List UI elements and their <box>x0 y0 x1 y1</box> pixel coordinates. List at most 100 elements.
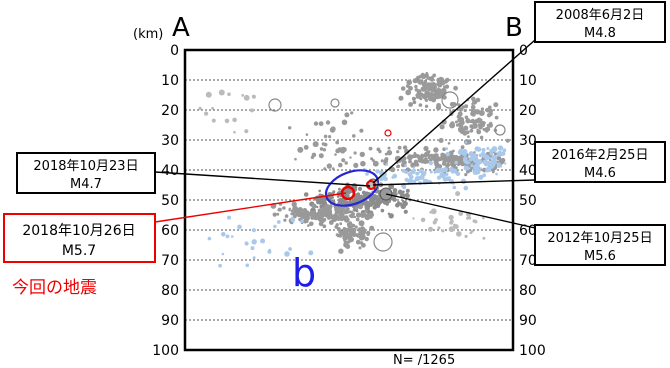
hypocenter-point <box>244 129 249 134</box>
hypocenter-point <box>494 124 506 136</box>
hypocenter-point <box>384 158 388 163</box>
hypocenter-point <box>484 126 491 132</box>
hypocenter-point <box>482 216 485 220</box>
leader-line-2018-10-23 <box>154 171 371 187</box>
depth-tick-label: 0 <box>170 43 179 59</box>
callout-2016: 2016年2月25日 M4.6 <box>534 141 666 183</box>
hypocenter-point <box>341 119 348 126</box>
hypocenter-point <box>419 74 423 79</box>
hypocenter-point <box>322 148 327 152</box>
callout-date: 2008年6月2日 <box>556 8 645 23</box>
hypocenter-point <box>454 166 458 170</box>
hypocenter-point <box>385 202 390 206</box>
hypocenter-point <box>396 150 400 154</box>
depth-tick-label: 80 <box>161 283 179 299</box>
hypocenter-point <box>218 263 222 268</box>
hypocenter-point <box>338 215 345 222</box>
hypocenter-point <box>462 156 468 162</box>
hypocenter-point <box>308 250 314 256</box>
event-count-label: N= /1265 <box>393 353 455 368</box>
hypocenter-point <box>396 164 401 169</box>
hypocenter-point <box>476 147 482 152</box>
hypocenter-point <box>313 198 316 201</box>
hypocenter-point <box>468 156 474 162</box>
hypocenter-point <box>465 160 470 165</box>
hypocenter-point <box>309 221 314 227</box>
hypocenter-point <box>469 120 473 123</box>
hypocenter-point <box>273 224 277 229</box>
hypocenter-point <box>459 120 465 126</box>
hypocenter-point <box>397 189 403 195</box>
hypocenter-point <box>414 84 418 89</box>
callout-magnitude: M4.7 <box>70 177 102 192</box>
hypocenter-point <box>329 127 336 133</box>
hypocenter-point <box>478 125 483 130</box>
hypocenter-point <box>272 212 277 217</box>
hypocenter-point <box>450 169 455 174</box>
hypocenter-point <box>227 92 231 96</box>
hypocenter-point <box>426 154 430 157</box>
hypocenter-point <box>361 242 366 248</box>
hypocenter-point <box>442 159 447 164</box>
hypocenter-point <box>441 229 445 233</box>
hypocenter-point <box>502 148 507 152</box>
hypocenter-point <box>319 218 325 224</box>
hypocenter-point <box>404 177 409 182</box>
hypocenter-point <box>364 209 368 213</box>
hypocenter-point <box>276 220 281 224</box>
hypocenter-point <box>395 202 400 208</box>
hypocenter-point <box>468 216 472 220</box>
depth-tick-label: 60 <box>161 223 179 239</box>
hypocenter-point <box>313 121 319 126</box>
callout-date: 2016年2月25日 <box>552 148 649 163</box>
callout-2018-10-23: 2018年10月23日 M4.7 <box>16 152 156 194</box>
hypocenter-point <box>303 215 308 220</box>
hypocenter-point <box>496 162 501 167</box>
depth-tick-label: 10 <box>161 73 179 89</box>
hypocenter-point <box>405 188 410 193</box>
hypocenter-point <box>416 90 422 97</box>
hypocenter-point <box>434 169 439 173</box>
hypocenter-point <box>328 135 332 139</box>
hypocenter-point <box>268 248 272 252</box>
hypocenter-point <box>355 212 362 218</box>
hypocenter-point <box>422 158 429 164</box>
hypocenter-point <box>432 153 438 158</box>
hypocenter-point <box>322 224 327 229</box>
hypocenter-point <box>403 209 408 214</box>
hypocenter-point <box>322 211 327 215</box>
hypocenter-point <box>330 205 333 208</box>
hypocenter-point <box>250 246 255 251</box>
hypocenter-point <box>373 232 393 252</box>
callout-magnitude: M5.6 <box>584 249 616 264</box>
hypocenter-point <box>405 89 412 96</box>
hypocenter-point <box>442 147 446 151</box>
hypocenter-point <box>472 120 477 125</box>
hypocenter-point <box>464 115 469 120</box>
hypocenter-point <box>412 100 417 105</box>
callout-2012: 2012年10月25日 M5.6 <box>534 224 666 266</box>
hypocenter-point <box>463 125 469 131</box>
callout-2018-10-26: 2018年10月26日 M5.7 <box>3 213 156 263</box>
hypocenter-point <box>357 186 363 191</box>
hypocenter-point <box>452 185 457 190</box>
hypocenter-point <box>423 88 427 91</box>
hypocenter-point <box>471 96 476 102</box>
hypocenter-point <box>493 102 499 108</box>
hypocenter-point <box>340 146 346 153</box>
hypocenter-point <box>497 145 504 151</box>
hypocenter-point <box>232 117 237 123</box>
hypocenter-point <box>385 163 389 166</box>
hypocenter-point <box>413 169 417 172</box>
hypocenter-points <box>198 72 510 268</box>
hypocenter-point <box>461 150 468 157</box>
hypocenter-point <box>323 134 328 139</box>
hypocenter-point <box>355 209 359 213</box>
hypocenter-point <box>297 207 302 213</box>
hypocenter-point <box>407 178 414 185</box>
hypocenter-point <box>321 142 326 146</box>
hypocenter-point <box>455 123 459 127</box>
hypocenter-point <box>482 153 488 159</box>
hypocenter-point <box>441 91 459 109</box>
hypocenter-point <box>469 128 474 133</box>
